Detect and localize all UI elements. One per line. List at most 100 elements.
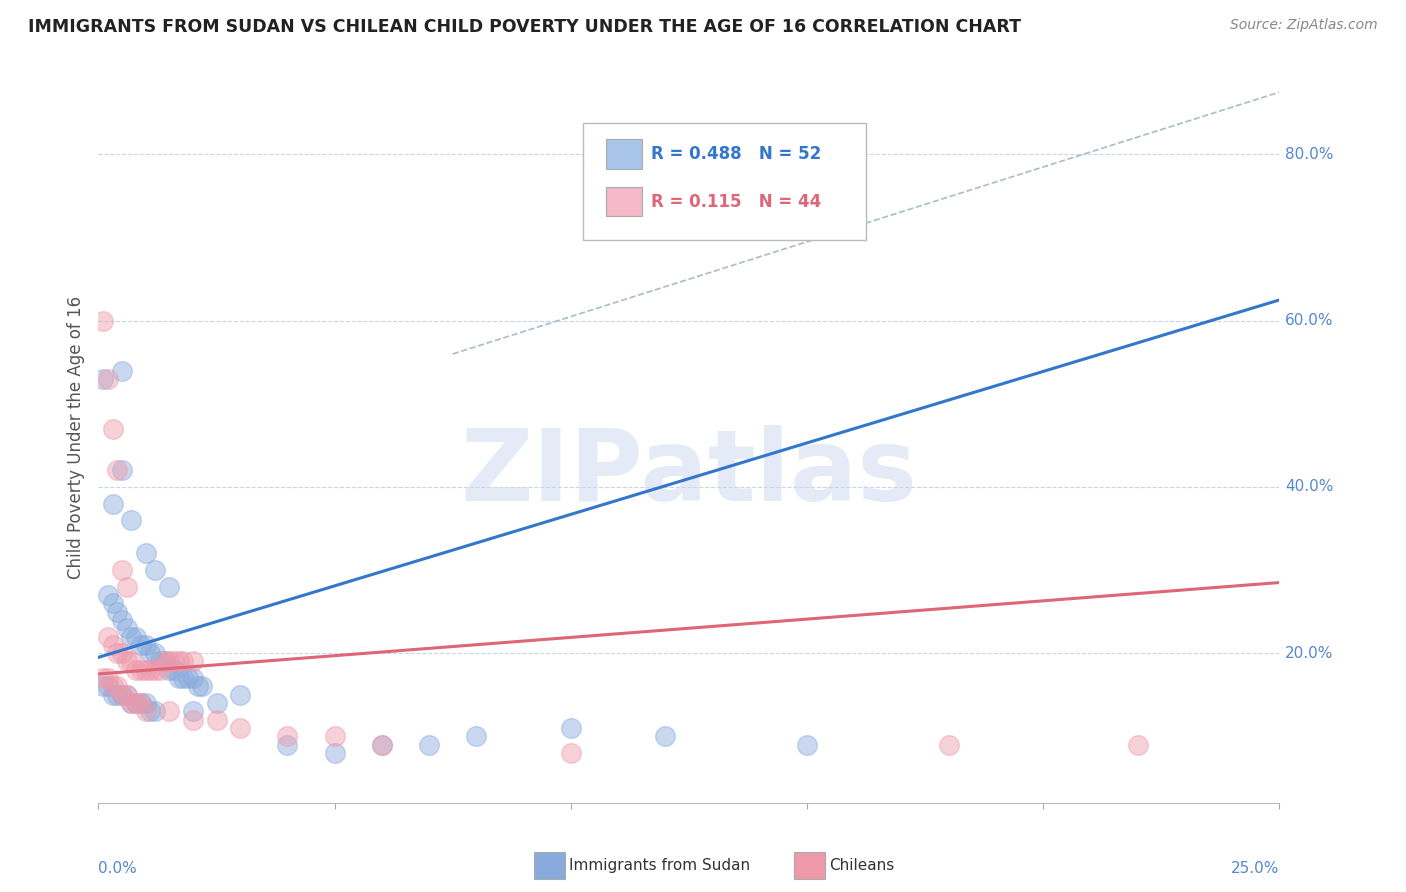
Point bbox=[111, 613, 134, 627]
Point bbox=[560, 746, 582, 760]
Point bbox=[139, 705, 162, 719]
Point bbox=[1126, 738, 1149, 752]
Point bbox=[129, 638, 152, 652]
Point bbox=[111, 646, 134, 660]
Point bbox=[111, 688, 134, 702]
Point bbox=[181, 655, 204, 669]
Point bbox=[121, 696, 143, 710]
Point bbox=[125, 663, 148, 677]
Point bbox=[101, 596, 124, 610]
Point bbox=[111, 563, 134, 577]
Point bbox=[125, 696, 148, 710]
Point bbox=[157, 663, 180, 677]
Point bbox=[135, 663, 157, 677]
Point bbox=[129, 663, 152, 677]
Point bbox=[181, 713, 204, 727]
Point bbox=[129, 696, 152, 710]
Point bbox=[149, 655, 172, 669]
Point bbox=[115, 688, 138, 702]
Point bbox=[91, 372, 114, 386]
Point bbox=[177, 671, 200, 685]
Text: Immigrants from Sudan: Immigrants from Sudan bbox=[569, 858, 751, 872]
Point bbox=[105, 605, 128, 619]
Point bbox=[115, 655, 138, 669]
Point bbox=[121, 513, 143, 527]
Point bbox=[111, 463, 134, 477]
Point bbox=[143, 563, 166, 577]
Point bbox=[157, 705, 180, 719]
Text: 60.0%: 60.0% bbox=[1285, 313, 1334, 328]
Point bbox=[115, 621, 138, 635]
Point bbox=[105, 680, 128, 694]
Point bbox=[101, 422, 124, 436]
Point bbox=[172, 671, 194, 685]
Point bbox=[172, 655, 194, 669]
Text: R = 0.115   N = 44: R = 0.115 N = 44 bbox=[651, 193, 821, 211]
Text: IMMIGRANTS FROM SUDAN VS CHILEAN CHILD POVERTY UNDER THE AGE OF 16 CORRELATION C: IMMIGRANTS FROM SUDAN VS CHILEAN CHILD P… bbox=[28, 18, 1021, 36]
Point bbox=[125, 630, 148, 644]
Point bbox=[101, 497, 124, 511]
Point bbox=[163, 663, 186, 677]
Point bbox=[143, 646, 166, 660]
Point bbox=[229, 688, 252, 702]
Point bbox=[323, 746, 346, 760]
Point bbox=[129, 696, 152, 710]
Point bbox=[323, 729, 346, 743]
Point bbox=[135, 696, 157, 710]
Point bbox=[167, 671, 190, 685]
Point bbox=[143, 705, 166, 719]
Point bbox=[135, 705, 157, 719]
Point bbox=[91, 314, 114, 328]
Point bbox=[276, 729, 298, 743]
Point bbox=[143, 663, 166, 677]
Y-axis label: Child Poverty Under the Age of 16: Child Poverty Under the Age of 16 bbox=[66, 295, 84, 579]
Point bbox=[153, 655, 176, 669]
Point bbox=[97, 372, 120, 386]
Point bbox=[465, 729, 488, 743]
Point bbox=[371, 738, 394, 752]
Point bbox=[121, 655, 143, 669]
Text: ZIPatlas: ZIPatlas bbox=[461, 425, 917, 522]
Point bbox=[181, 705, 204, 719]
Point bbox=[796, 738, 818, 752]
Point bbox=[105, 646, 128, 660]
Point bbox=[187, 680, 209, 694]
Point bbox=[139, 646, 162, 660]
Point bbox=[97, 588, 120, 602]
Point bbox=[167, 655, 190, 669]
Point bbox=[121, 630, 143, 644]
Point bbox=[181, 671, 204, 685]
Point bbox=[157, 580, 180, 594]
Point bbox=[191, 680, 214, 694]
Point bbox=[135, 638, 157, 652]
Point bbox=[135, 546, 157, 560]
Point bbox=[115, 580, 138, 594]
Text: 20.0%: 20.0% bbox=[1285, 646, 1334, 661]
Point bbox=[157, 655, 180, 669]
Text: 25.0%: 25.0% bbox=[1232, 861, 1279, 876]
Point bbox=[205, 696, 228, 710]
Point bbox=[101, 688, 124, 702]
Point bbox=[115, 688, 138, 702]
Point bbox=[91, 671, 114, 685]
Point bbox=[371, 738, 394, 752]
Point bbox=[105, 463, 128, 477]
Point bbox=[560, 721, 582, 735]
Text: 0.0%: 0.0% bbox=[98, 861, 138, 876]
Point bbox=[139, 663, 162, 677]
Point bbox=[149, 663, 172, 677]
Point bbox=[418, 738, 440, 752]
FancyBboxPatch shape bbox=[606, 187, 641, 216]
Point bbox=[276, 738, 298, 752]
Text: 80.0%: 80.0% bbox=[1285, 147, 1334, 162]
Point bbox=[229, 721, 252, 735]
Point bbox=[111, 688, 134, 702]
Point bbox=[101, 638, 124, 652]
Point bbox=[111, 363, 134, 377]
Point bbox=[121, 696, 143, 710]
Point bbox=[97, 680, 120, 694]
Text: R = 0.488   N = 52: R = 0.488 N = 52 bbox=[651, 145, 821, 163]
Point bbox=[938, 738, 960, 752]
Point bbox=[105, 688, 128, 702]
FancyBboxPatch shape bbox=[606, 139, 641, 169]
